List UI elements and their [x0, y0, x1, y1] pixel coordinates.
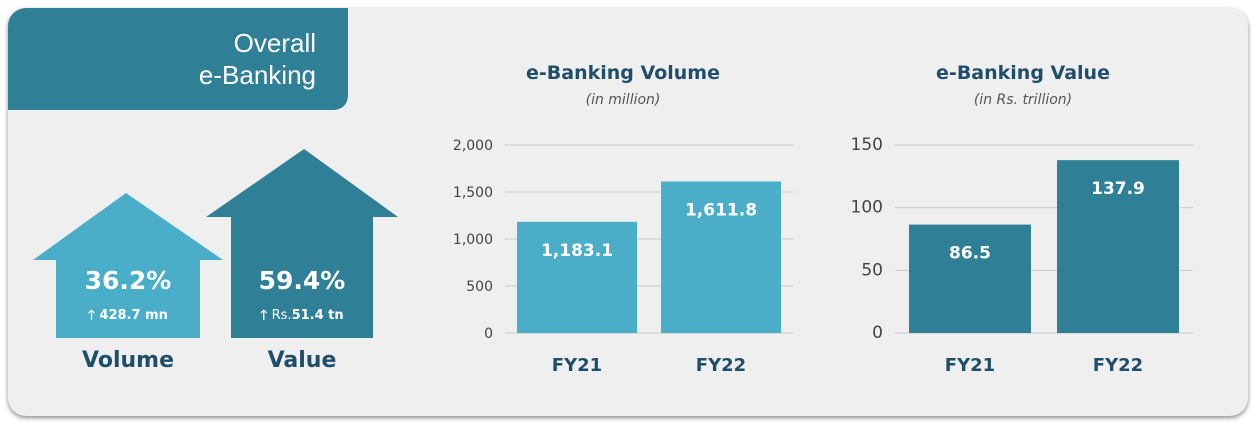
volume-growth: 36.2%	[84, 266, 172, 295]
overall-ebanking-panel: Overall e-Banking 36.2% 🡑 428.7 mn Volum…	[8, 8, 1248, 416]
value-increase-prefix: Rs.	[271, 308, 292, 323]
volume-increase: 🡑 428.7 mn	[56, 306, 200, 328]
bar-value-label: 1,611.8	[685, 200, 757, 220]
volume-chart-title: e-Banking Volume	[526, 62, 720, 84]
value-chart-subtitle: (in Rs. trillion)	[973, 92, 1073, 108]
bar-fy22	[661, 181, 781, 333]
y-tick-label: 50	[861, 260, 883, 280]
up-arrow-icon: 🡑	[260, 308, 268, 323]
y-tick-label: 1,000	[453, 232, 493, 248]
volume-increase-value: 428.7 mn	[99, 308, 168, 323]
bar-value-label: 1,183.1	[541, 241, 613, 261]
bar-fy21	[909, 224, 1031, 333]
y-tick-label: 2,000	[453, 138, 493, 154]
bar-value-label: 137.9	[1091, 179, 1145, 199]
y-tick-label: 1,500	[453, 185, 493, 201]
volume-bar-chart: 0 500 1,000 1,500 2,000 1,183.1 FY21 1,611.8 FY2…	[453, 138, 793, 376]
bar-fy21	[517, 221, 637, 333]
y-tick-label: 100	[851, 198, 883, 218]
y-tick-label: 150	[851, 135, 883, 155]
value-increase: 🡑 Rs.51.4 tn	[231, 306, 373, 328]
y-tick-label: 0	[484, 326, 493, 342]
up-arrow-icon: 🡑	[88, 308, 95, 323]
title-tab: Overall e-Banking	[8, 8, 348, 110]
volume-chart-subtitle: (in million)	[585, 92, 661, 108]
x-category-label: FY22	[696, 355, 746, 376]
bar-value-label: 86.5	[949, 244, 991, 264]
x-category-label: FY21	[945, 355, 995, 376]
title-line-1: Overall	[233, 28, 316, 58]
y-tick-label: 500	[466, 279, 493, 295]
bar-fy22	[1057, 160, 1179, 333]
value-chart-title: e-Banking Value	[936, 62, 1110, 84]
value-bar-chart: 0 50 100 150 86.5 FY21 137.9 FY22	[851, 135, 1193, 376]
value-growth: 59.4%	[258, 266, 346, 295]
x-category-label: FY22	[1093, 355, 1143, 376]
value-increase-value: 51.4 tn	[291, 308, 344, 323]
volume-label: Volume	[82, 348, 174, 373]
value-label: Value	[267, 348, 337, 373]
volume-house-shape	[33, 149, 398, 338]
volume-house-icon	[33, 193, 223, 338]
title-line-2: e-Banking	[198, 60, 316, 90]
y-tick-label: 0	[872, 323, 883, 343]
x-category-label: FY21	[552, 355, 602, 376]
value-house-icon	[206, 149, 398, 338]
